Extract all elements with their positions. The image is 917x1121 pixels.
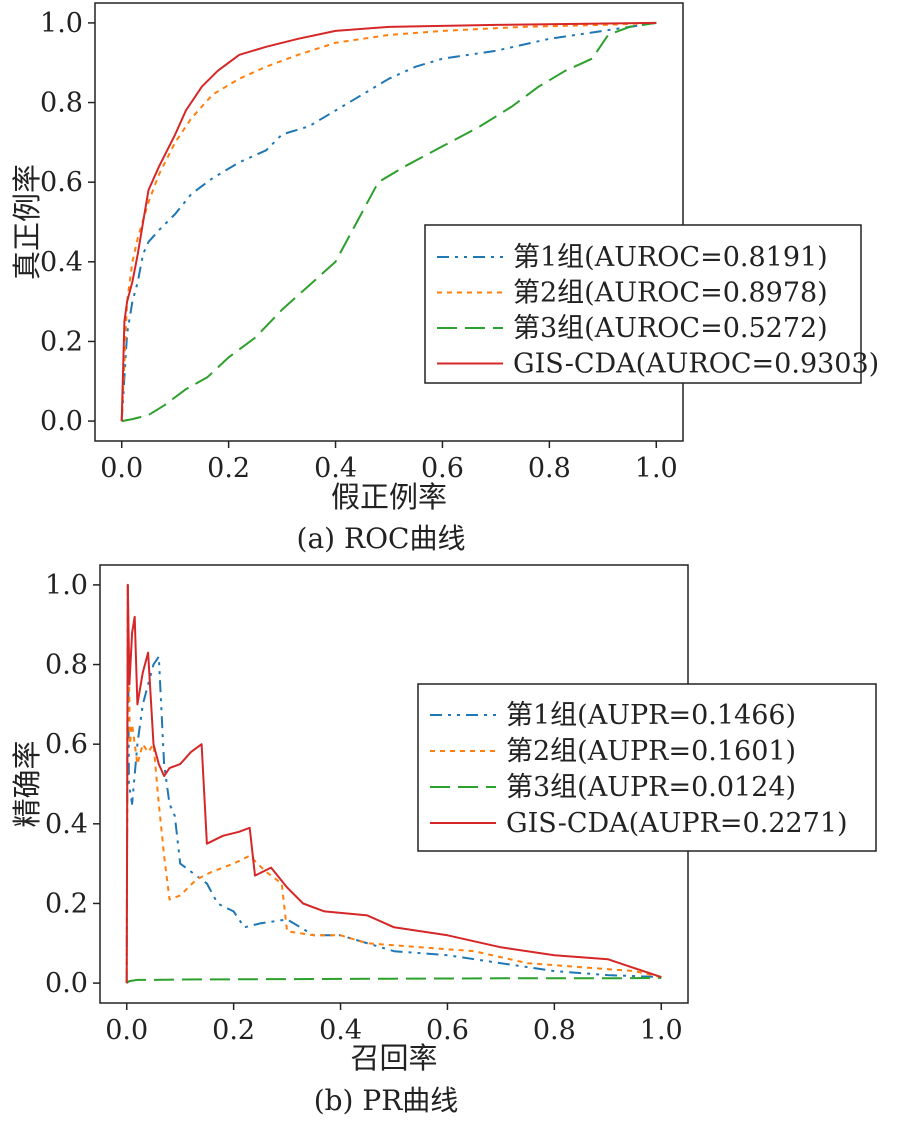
legend-label-2: 第2组(AUPR=0.1601) [506,736,796,767]
legend-box [424,224,862,384]
roc-chart: 0.0 0.2 0.4 0.6 0.8 1.0 0.0 0.2 0.4 0.6 0.8 1.0 假正例率… [10,2,879,555]
x-tick-label: 0.6 [421,453,464,484]
y-tick-label: 0.2 [45,888,88,919]
series-line-4 [120,21,657,422]
series-line-1 [120,21,657,422]
x-tick-label: 0.4 [319,1015,362,1046]
pr-chart: 0.0 0.2 0.4 0.6 0.8 1.0 0.0 0.2 0.4 0.6 0.8 1.0 召回率 精… [10,564,877,1117]
x-axis-label: 假正例率 [331,480,447,514]
x-tick-label: 0.4 [314,453,357,484]
panel-caption: (a) ROC曲线 [297,522,466,555]
y-tick-label: 1.0 [40,8,83,39]
y-tick-label: 0.4 [45,809,88,840]
y-tick-label: 0.0 [45,968,88,999]
y-tick-label: 0.4 [40,247,83,278]
legend-label-1: 第1组(AUROC=0.8191) [513,242,828,273]
legend-label-3: 第3组(AUPR=0.0124) [506,772,796,803]
y-tick-label: 0.0 [40,406,83,437]
x-tick-label: 1.0 [635,453,678,484]
panel-caption: (b) PR曲线 [314,1084,459,1117]
y-tick-label: 0.2 [40,326,83,357]
y-axis-label: 精确率 [10,740,44,827]
series-line-4 [125,583,662,984]
legend-label-3: 第3组(AUROC=0.5272) [513,313,828,344]
legend-label-1: 第1组(AUPR=0.1466) [506,700,796,731]
legend-label-4: GIS-CDA(AUROC=0.9303) [513,349,879,380]
y-tick-label: 0.8 [45,650,88,681]
legend: 第1组(AUPR=0.1466) 第2组(AUPR=0.1601) 第3组(AUPR… [417,683,877,852]
x-tick-label: 0.6 [426,1015,469,1046]
y-tick-label: 0.6 [45,729,88,760]
x-axis-label: 召回率 [350,1041,437,1075]
series-line-3 [126,976,662,984]
y-tick-label: 1.0 [45,570,88,601]
legend-label-2: 第2组(AUROC=0.8978) [513,278,828,309]
y-axis-label: 真正例率 [10,164,44,280]
x-tick-label: 0.8 [528,453,571,484]
series-line-3 [121,21,657,423]
x-tick-label: 0.0 [105,1015,148,1046]
plot-frame [94,2,684,442]
x-tick-label: 0.2 [212,1015,255,1046]
legend-label-4: GIS-CDA(AUPR=0.2271) [506,808,848,839]
legend: 第1组(AUROC=0.8191) 第2组(AUROC=0.8978) 第3组(AU… [424,224,879,384]
y-tick-label: 0.8 [40,88,83,119]
x-tick-label: 0.8 [533,1015,576,1046]
x-tick-label: 0.2 [207,453,250,484]
x-tick-label: 1.0 [640,1015,683,1046]
x-tick-label: 0.0 [100,453,143,484]
y-tick-label: 0.6 [40,167,83,198]
